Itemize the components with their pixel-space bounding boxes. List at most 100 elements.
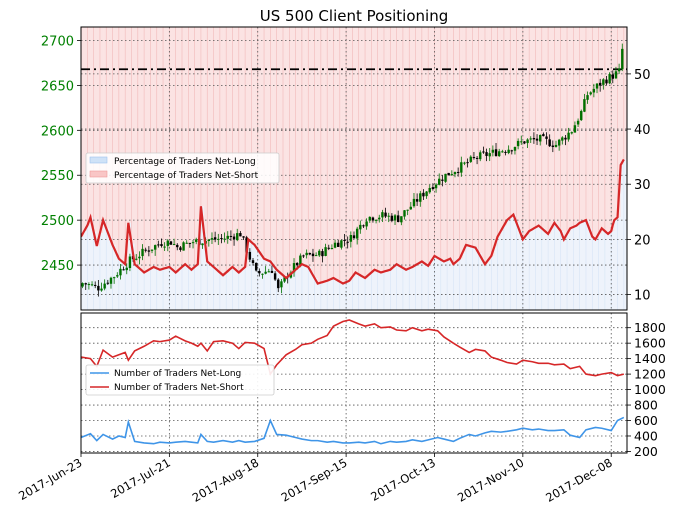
top-grid — [80, 27, 627, 310]
long-share-stripe — [298, 266, 303, 310]
long-share-stripe — [431, 260, 435, 310]
candle-body — [349, 235, 353, 242]
short-share-stripe — [494, 27, 498, 247]
long-share-stripe — [178, 269, 183, 310]
long-share-stripe — [491, 255, 495, 310]
candle-body — [333, 242, 337, 248]
candle-body — [567, 132, 570, 140]
short-share-stripe — [270, 27, 274, 262]
short-share-stripe — [308, 27, 312, 267]
long-share-stripe — [475, 247, 479, 310]
legend-swatch-net-long — [89, 156, 108, 164]
candle-body — [359, 224, 362, 230]
candle-body — [176, 244, 179, 248]
long-share-stripe — [507, 220, 511, 310]
short-share-stripe — [301, 27, 306, 265]
long-share-stripe — [614, 220, 618, 310]
price-tick-label: 2500 — [41, 214, 74, 229]
short-share-stripe — [166, 27, 170, 268]
candle-body — [343, 239, 346, 241]
candle-body — [548, 139, 551, 147]
short-share-stripe — [541, 27, 546, 229]
candle-body — [213, 237, 217, 240]
long-share-stripe — [365, 278, 369, 310]
long-share-stripe — [305, 265, 309, 310]
candle-body — [368, 216, 371, 221]
long-share-stripe — [163, 268, 167, 310]
long-share-stripe — [374, 269, 378, 310]
candle-body — [374, 219, 378, 221]
short-share-stripe — [87, 27, 91, 226]
short-share-stripe — [295, 27, 300, 270]
short-share-stripe — [96, 27, 101, 247]
long-share-stripe — [314, 278, 319, 310]
short-share-stripe — [538, 27, 543, 226]
short-share-stripe — [153, 27, 158, 267]
long-share-stripe — [532, 229, 536, 310]
short-share-stripe — [365, 27, 369, 278]
short-share-stripe — [544, 27, 549, 232]
short-share-stripe — [428, 27, 432, 266]
short-share-stripe — [115, 27, 120, 252]
long-share-stripe — [292, 272, 296, 310]
long-share-stripe — [544, 231, 549, 310]
long-share-stripe — [387, 270, 391, 310]
candle-body — [447, 172, 450, 176]
short-share-stripe — [620, 27, 625, 165]
long-share-stripe — [377, 271, 382, 310]
price-tick-label: 2550 — [41, 169, 74, 184]
long-share-stripe — [440, 259, 445, 310]
long-share-stripe — [567, 233, 571, 310]
long-share-stripe — [330, 279, 334, 310]
candle-body — [504, 151, 507, 153]
candle-body — [128, 256, 132, 269]
long-share-stripe — [295, 269, 300, 310]
long-share-stripe — [478, 253, 483, 310]
long-share-stripe — [194, 266, 199, 310]
short-share-stripe — [207, 27, 211, 262]
long-share-stripe — [245, 266, 249, 310]
date-tick-label: 2017-Jul-21 — [108, 455, 173, 500]
long-share-stripe — [84, 231, 88, 310]
candle-body — [441, 179, 444, 181]
long-share-stripe — [109, 236, 113, 310]
long-share-stripe — [131, 243, 135, 310]
count-tick-label: 1600 — [634, 336, 666, 351]
candle-body — [191, 242, 195, 244]
short-share-stripe — [267, 27, 271, 261]
short-share-stripe — [516, 27, 520, 223]
short-share-stripe — [232, 27, 236, 267]
short-share-stripe — [327, 27, 331, 281]
short-share-stripe — [447, 27, 451, 261]
short-share-stripe — [431, 27, 435, 261]
candle-body — [220, 237, 223, 239]
candle-body — [393, 215, 397, 221]
short-share-stripe — [238, 27, 243, 273]
long-share-stripe — [415, 265, 419, 310]
long-share-stripe — [150, 268, 154, 310]
candle-body — [532, 138, 536, 140]
long-share-stripe — [592, 236, 596, 310]
long-share-stripe — [443, 261, 448, 310]
short-share-stripe — [374, 27, 378, 270]
short-share-stripe — [475, 27, 479, 248]
short-share-stripe — [412, 27, 416, 267]
long-share-stripe — [380, 272, 385, 310]
short-share-stripe — [106, 27, 110, 229]
short-share-stripe — [601, 27, 606, 229]
short-share-stripe — [333, 27, 337, 278]
candle-body — [595, 83, 599, 89]
long-share-stripe — [390, 269, 394, 310]
short-share-stripe — [248, 27, 252, 240]
date-tick-label: 2017-Oct-13 — [368, 455, 438, 503]
short-share-stripe — [134, 27, 139, 265]
count-tick-label: 800 — [634, 398, 658, 413]
long-share-stripe — [466, 244, 470, 310]
short-share-stripe — [387, 27, 391, 271]
long-share-stripe — [257, 249, 262, 310]
short-share-stripe — [311, 27, 315, 273]
count-tick-label: 400 — [634, 428, 658, 443]
long-share-stripe — [538, 225, 543, 310]
short-share-stripe — [349, 27, 353, 281]
long-share-stripe — [469, 245, 473, 310]
